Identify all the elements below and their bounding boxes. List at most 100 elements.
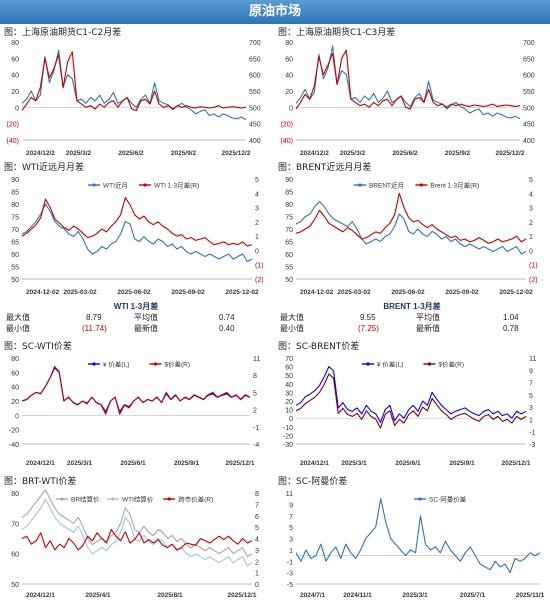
y-right-tick-label: 2: [255, 220, 259, 227]
y-left-tick-label: 40: [285, 382, 293, 389]
y-left-tick-label: 80: [285, 40, 293, 47]
y-right-tick-label: 700: [249, 40, 261, 47]
chart-title-c6: 图：SC-BRENT价差: [278, 342, 360, 352]
y-right-tick-label: -1: [253, 425, 259, 432]
legend-label: $价差(R): [164, 360, 190, 369]
x-tick-label: 2025/12/1: [226, 460, 255, 467]
chart-brt-wti: 50 60 70 80 0 1 2 3 4 5 6 7 8 2024/12/1 2025/4/1 2025/8…: [11, 489, 259, 599]
x-tick-label: 2025/6/2: [392, 150, 418, 157]
x-tick-label: 2025/9/1: [174, 460, 200, 467]
stats-wti: WTI 1-3月差 最大值 8.79 平均值 0.74 最小值 (11.74) …: [4, 301, 268, 334]
y-left-tick-label: 80: [11, 491, 19, 498]
legend-label: WTI 1-3月差(R): [154, 181, 199, 190]
legend-marker: [143, 183, 147, 187]
x-tick-label: 2025/9/1: [449, 460, 475, 467]
y-right-tick-label: 8: [253, 373, 257, 380]
stats-label: 平均值: [416, 313, 440, 322]
stats-brent: BRENT 1-3月差 最大值 9.55 平均值 1.04 最小值 (7.25)…: [278, 301, 546, 334]
x-tick-label: 2025/3/2: [66, 150, 92, 157]
y-left-tick-label: 7: [289, 514, 293, 521]
y-right-tick-label: 5: [253, 390, 257, 397]
x-tick-label: 2025/8/1: [157, 592, 183, 599]
y-right-tick-label: 11: [529, 356, 536, 363]
legend-marker: [366, 362, 370, 366]
stats-label: 最新值: [134, 324, 158, 333]
y-right-tick-label: 500: [249, 105, 261, 112]
legend-label: WTI结算价: [122, 495, 154, 504]
y-left-tick-label: -5: [287, 582, 293, 589]
x-tick-label: 2025-12-02: [499, 289, 533, 296]
x-tick-label: 2025/3/1: [341, 460, 367, 467]
y-right-tick-label: 3: [255, 206, 259, 213]
y-left-tick-label: 80: [11, 356, 19, 363]
y-right-tick-label: 600: [523, 73, 535, 80]
stats-value: 1.04: [503, 313, 519, 322]
x-tick-label: 2025-12-02: [225, 289, 259, 296]
stats-value: 0.40: [219, 324, 235, 333]
y-left-tick-label: -3: [287, 571, 293, 578]
y-left-tick-label: 60: [11, 552, 19, 559]
stats-label: 最大值: [280, 313, 304, 322]
y-right-tick-label: 650: [249, 56, 261, 63]
y-left-tick-label: 70: [11, 521, 19, 528]
stats-row: 最大值 8.79 平均值 0.74: [4, 312, 268, 323]
series-line-1: [21, 367, 251, 413]
y-left-tick-label: 75: [11, 215, 19, 222]
stats-title: BRENT 1-3月差: [383, 302, 441, 311]
series-line-2: [295, 49, 521, 110]
banner-title: 原油市场: [0, 0, 550, 24]
y-left-tick-label: 0: [289, 105, 293, 112]
x-tick-label: 2025/12/2: [496, 150, 525, 157]
y-left-tick-label: 65: [285, 240, 293, 247]
y-left-tick-label: 10: [285, 408, 293, 415]
x-tick-label: 2025/12/2: [222, 150, 251, 157]
stats-value: 9.55: [360, 313, 376, 322]
y-left-tick-label: 20: [11, 399, 19, 406]
stats-label: 最新值: [416, 324, 440, 333]
y-left-tick-label: 40: [285, 73, 293, 80]
chart-sc-wti: -40 -20 0 20 40 60 80 -4 -1 2 5 8 11 2024/12/1 2025/3/…: [9, 356, 260, 467]
y-left-tick-label: 60: [11, 56, 19, 63]
series-line-3: [21, 528, 253, 551]
y-right-tick-label: -1: [529, 430, 535, 437]
y-left-tick-label: 50: [11, 277, 19, 284]
y-left-tick-label: 20: [285, 399, 293, 406]
y-left-tick-label: 60: [11, 252, 19, 259]
x-tick-label: 2025/9/2: [445, 150, 471, 157]
legend-label: SC-阿曼价差: [429, 495, 467, 504]
y-left-tick-label: -20: [283, 433, 293, 440]
stats-row: 最小值 (7.25) 最新值 0.78: [278, 323, 546, 334]
y-left-tick-label: (40): [281, 138, 293, 145]
stats-label: 最小值: [6, 324, 30, 333]
y-right-tick-label: -4: [253, 442, 259, 449]
chart-brent-spread: 50 55 60 65 70 75 80 85 90 (2) (1) 0 1 2 3 4 5 2024-12-02…: [285, 177, 537, 296]
y-right-tick-label: (1): [255, 263, 264, 270]
y-left-tick-label: 85: [285, 190, 293, 197]
x-tick-label: 2025/11/1: [516, 592, 545, 599]
x-tick-label: 2024-12-02: [300, 289, 334, 296]
y-right-tick-label: 3: [529, 206, 533, 213]
y-right-tick-label: 11: [253, 356, 260, 363]
y-right-tick-label: 0: [255, 582, 259, 589]
x-tick-label: 2025/3/1: [67, 460, 93, 467]
stats-label: 最小值: [280, 324, 304, 333]
series-line-2: [21, 498, 253, 567]
y-left-tick-label: -30: [283, 442, 293, 449]
x-tick-label: 2025/7/1: [460, 592, 486, 599]
y-right-tick-label: 450: [249, 122, 261, 129]
y-left-tick-label: 55: [11, 265, 19, 272]
y-right-tick-label: 2: [253, 408, 257, 415]
y-left-tick-label: 65: [11, 240, 19, 247]
legend-label: 跨市价差(R): [178, 495, 213, 504]
y-left-tick-label: 0: [15, 105, 19, 112]
series-line-1: [21, 203, 253, 263]
legend-marker: [92, 183, 96, 187]
x-tick-label: 2025/3/2: [340, 150, 366, 157]
legend-label: WTI近月: [103, 181, 128, 190]
y-right-tick-label: 1: [529, 234, 533, 241]
series-line-2: [295, 373, 527, 429]
x-tick-label: 2025/9/2: [171, 150, 197, 157]
stats-title: WTI 1-3月差: [113, 302, 159, 311]
x-tick-label: 2025-09-02: [445, 289, 479, 296]
